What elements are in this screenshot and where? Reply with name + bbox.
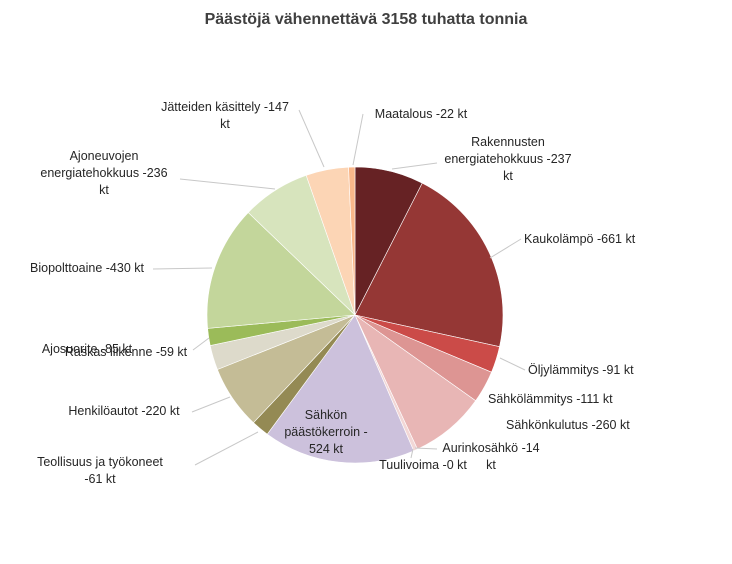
leader-line bbox=[410, 448, 414, 459]
slice-label: Maatalous -22 kt bbox=[375, 107, 468, 121]
slice-label: Rakennusten energiatehokkuus -237 kt bbox=[444, 135, 571, 183]
leader-line bbox=[352, 113, 364, 166]
pie-slice bbox=[206, 212, 356, 329]
leader-lines bbox=[152, 109, 526, 466]
slice-label: Kaukolämpö -661 kt bbox=[524, 232, 636, 246]
slice-label: Tuulivoima -0 kt bbox=[379, 458, 467, 472]
leader-line bbox=[179, 178, 276, 190]
slice-label: Ajoneuvojen energiatehokkuus -236 kt bbox=[40, 149, 167, 197]
pie-slice bbox=[348, 166, 356, 316]
leader-line bbox=[414, 447, 438, 450]
slice-label: Sähkölämmitys -111 kt bbox=[488, 392, 613, 406]
slice-label: Jätteiden käsittely -147 kt bbox=[161, 100, 289, 131]
pie-slice bbox=[266, 314, 415, 464]
slice-label: Henkilöautot -220 kt bbox=[68, 404, 180, 418]
leader-line bbox=[298, 109, 325, 168]
slice-label: Sähkön päästökerroin -524 kt bbox=[284, 408, 367, 456]
slice-label: Aurinkosähkö -14 kt bbox=[442, 441, 539, 472]
slice-label: Ajosuorite -85 kt bbox=[42, 342, 133, 356]
leader-line bbox=[194, 431, 259, 466]
slice-label: Öljylämmitys -91 kt bbox=[528, 363, 634, 377]
slice-label: Teollisuus ja työkoneet -61 kt bbox=[37, 455, 163, 486]
pie-slice bbox=[354, 182, 504, 348]
leader-line bbox=[191, 396, 231, 413]
leader-line bbox=[391, 162, 438, 170]
leader-line bbox=[152, 267, 213, 270]
pie-slices bbox=[206, 166, 504, 464]
leader-line bbox=[192, 337, 210, 351]
leader-line bbox=[499, 357, 526, 371]
slice-label: Biopolttoaine -430 kt bbox=[30, 261, 144, 275]
leader-line bbox=[489, 238, 522, 259]
slice-label: Raskas liikenne -59 kt bbox=[65, 345, 188, 359]
slice-label: Sähkönkulutus -260 kt bbox=[506, 418, 630, 432]
chart-title: Päästöjä vähennettävä 3158 tuhatta tonni… bbox=[205, 11, 528, 28]
slice-labels: Rakennusten energiatehokkuus -237 kt Kaukol… bbox=[30, 100, 636, 486]
